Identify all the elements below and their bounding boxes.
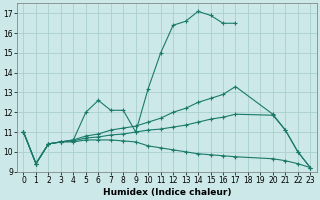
X-axis label: Humidex (Indice chaleur): Humidex (Indice chaleur)	[103, 188, 231, 197]
